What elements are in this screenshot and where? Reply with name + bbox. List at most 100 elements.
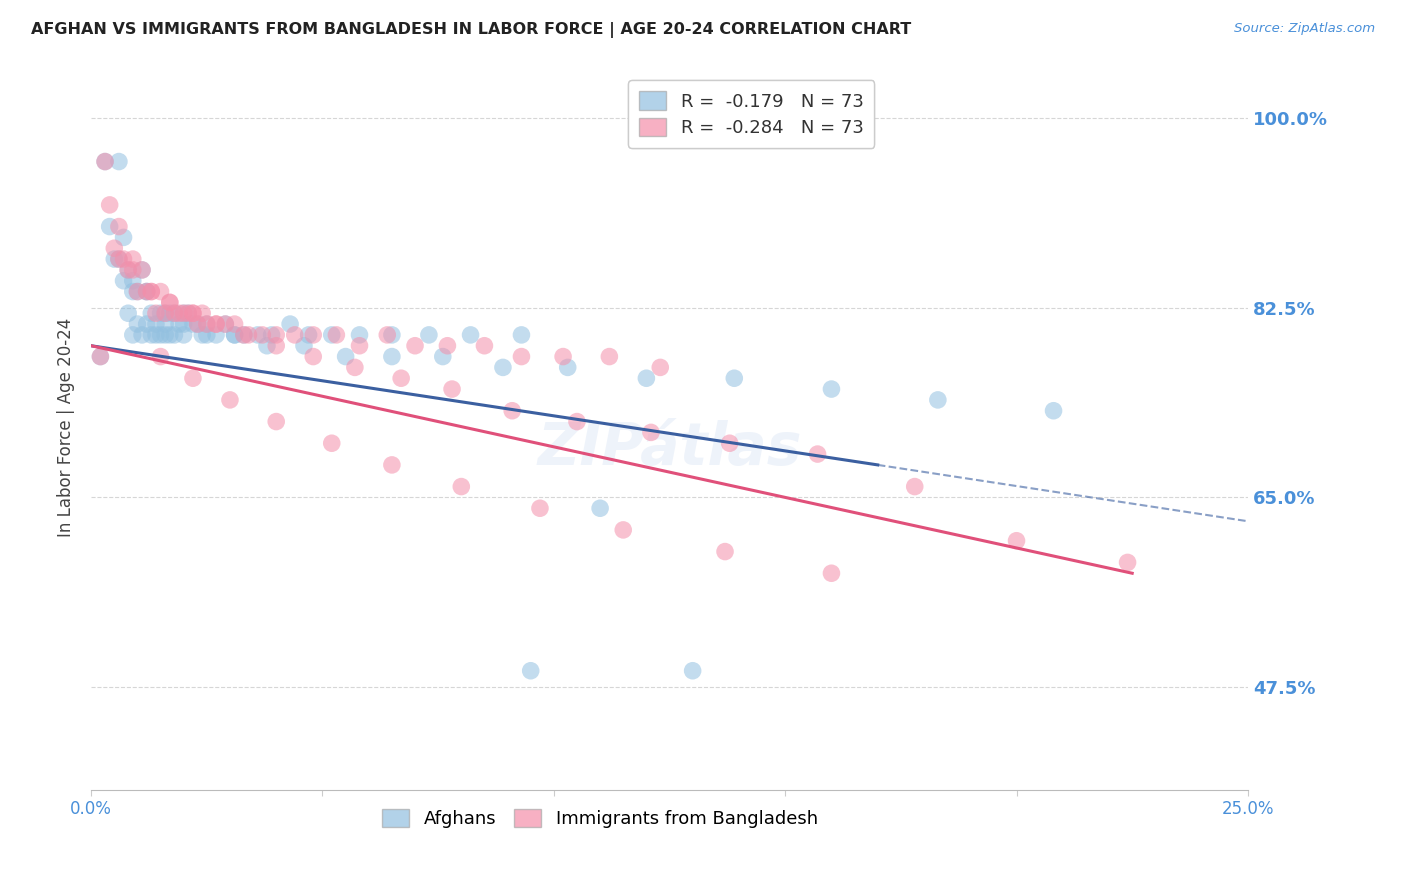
Point <box>181 306 204 320</box>
Point <box>232 327 254 342</box>
Point <box>375 327 398 342</box>
Point <box>121 285 143 299</box>
Text: AFGHAN VS IMMIGRANTS FROM BANGLADESH IN LABOR FORCE | AGE 20-24 CORRELATION CHAR: AFGHAN VS IMMIGRANTS FROM BANGLADESH IN … <box>31 22 911 38</box>
Point <box>381 350 404 364</box>
Point <box>441 382 464 396</box>
Point <box>121 327 143 342</box>
Point <box>181 306 204 320</box>
Point <box>205 317 228 331</box>
Point <box>131 263 153 277</box>
Point <box>302 350 325 364</box>
Point <box>121 274 143 288</box>
Point <box>284 327 307 342</box>
Point <box>149 350 172 364</box>
Point <box>149 306 172 320</box>
Point <box>418 327 440 342</box>
Point <box>153 317 176 331</box>
Point <box>89 350 111 364</box>
Point <box>718 436 741 450</box>
Point <box>127 317 149 331</box>
Point <box>191 306 214 320</box>
Point <box>98 219 121 234</box>
Point <box>321 436 343 450</box>
Point <box>98 198 121 212</box>
Point <box>321 327 343 342</box>
Point <box>343 360 366 375</box>
Point <box>598 350 620 364</box>
Point <box>636 371 658 385</box>
Point <box>682 664 704 678</box>
Point <box>557 360 579 375</box>
Point <box>205 317 228 331</box>
Point <box>135 285 157 299</box>
Point <box>145 317 167 331</box>
Point <box>145 306 167 320</box>
Point <box>264 327 287 342</box>
Point <box>153 327 176 342</box>
Point <box>529 501 551 516</box>
Point <box>103 241 125 255</box>
Point <box>565 415 588 429</box>
Point <box>94 154 117 169</box>
Point <box>108 154 131 169</box>
Point <box>349 327 371 342</box>
Point <box>153 306 176 320</box>
Point <box>159 327 181 342</box>
Point <box>1116 556 1139 570</box>
Point <box>181 371 204 385</box>
Point <box>94 154 117 169</box>
Point <box>349 339 371 353</box>
Point <box>224 327 246 342</box>
Point <box>159 306 181 320</box>
Point <box>121 263 143 277</box>
Point <box>714 544 737 558</box>
Point <box>325 327 347 342</box>
Point <box>149 327 172 342</box>
Point <box>187 317 209 331</box>
Point <box>103 252 125 266</box>
Point <box>510 350 533 364</box>
Point <box>292 339 315 353</box>
Point <box>159 295 181 310</box>
Point <box>163 327 186 342</box>
Point <box>820 566 842 581</box>
Point <box>335 350 357 364</box>
Point <box>205 327 228 342</box>
Point <box>195 317 218 331</box>
Point <box>159 295 181 310</box>
Point <box>904 479 927 493</box>
Legend: Afghans, Immigrants from Bangladesh: Afghans, Immigrants from Bangladesh <box>375 802 825 835</box>
Point <box>191 327 214 342</box>
Point <box>260 327 283 342</box>
Point <box>177 306 200 320</box>
Point <box>135 285 157 299</box>
Point <box>108 252 131 266</box>
Point <box>127 285 149 299</box>
Point <box>474 339 496 353</box>
Point <box>519 664 541 678</box>
Point <box>510 327 533 342</box>
Point <box>238 327 260 342</box>
Point <box>141 306 163 320</box>
Point <box>163 306 186 320</box>
Point <box>145 327 167 342</box>
Point <box>404 339 426 353</box>
Text: Source: ZipAtlas.com: Source: ZipAtlas.com <box>1234 22 1375 36</box>
Point <box>612 523 634 537</box>
Point <box>723 371 745 385</box>
Point <box>214 317 236 331</box>
Point <box>173 317 195 331</box>
Point <box>589 501 612 516</box>
Point <box>927 392 949 407</box>
Point <box>108 252 131 266</box>
Point <box>112 274 135 288</box>
Point <box>224 327 246 342</box>
Point <box>246 327 269 342</box>
Point <box>297 327 319 342</box>
Point <box>432 350 454 364</box>
Point <box>232 327 254 342</box>
Point <box>112 252 135 266</box>
Point <box>381 458 404 472</box>
Point <box>135 285 157 299</box>
Point <box>173 306 195 320</box>
